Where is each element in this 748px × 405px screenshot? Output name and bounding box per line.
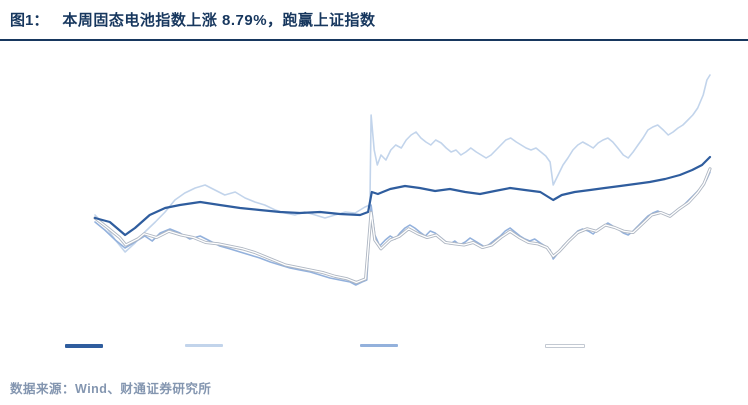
legend-swatch-white (545, 344, 585, 348)
legend-item-1 (65, 344, 109, 348)
chart-legend (0, 341, 748, 355)
figure-label: 图1： (10, 12, 49, 29)
chart-svg (93, 74, 712, 286)
source-note: 数据来源：Wind、财通证券研究所 (10, 382, 212, 396)
figure-header: 图1： 本周固态电池指数上涨 8.79%，跑赢上证指数 (0, 0, 748, 41)
legend-swatch-dark-blue (65, 344, 103, 348)
legend-swatch-medium-blue (360, 344, 398, 347)
figure-title: 本周固态电池指数上涨 8.79%，跑赢上证指数 (62, 12, 376, 29)
legend-swatch-light-blue (185, 344, 223, 347)
legend-item-2 (185, 344, 229, 347)
legend-item-3 (360, 344, 404, 347)
chart-area (0, 38, 748, 348)
legend-item-4 (545, 344, 591, 348)
